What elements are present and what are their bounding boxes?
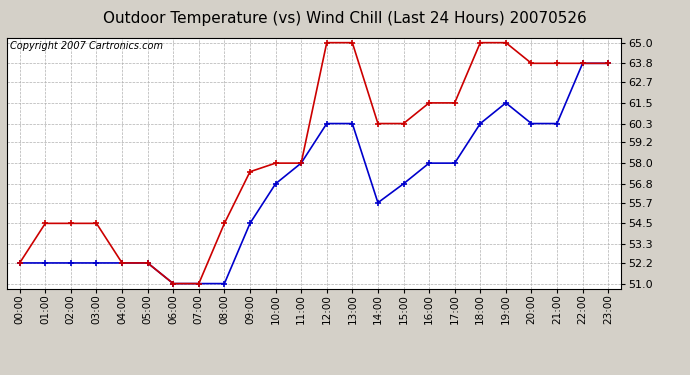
Text: Outdoor Temperature (vs) Wind Chill (Last 24 Hours) 20070526: Outdoor Temperature (vs) Wind Chill (Las… bbox=[103, 11, 587, 26]
Text: Copyright 2007 Cartronics.com: Copyright 2007 Cartronics.com bbox=[10, 41, 163, 51]
